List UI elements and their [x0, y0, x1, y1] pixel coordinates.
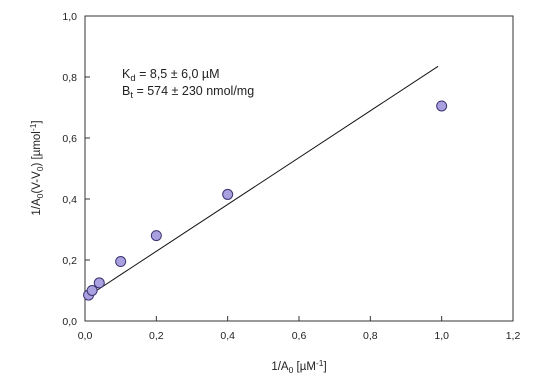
- x-axis-ticks: 0,0 0,2 0,4 0,6 0,8 1,0 1,2: [78, 316, 521, 342]
- y-tick-label: 0,8: [62, 72, 77, 84]
- kd-annotation: Kd = 8,5 ± 6,0 µM: [122, 67, 220, 84]
- x-axis-title: 1/A0 [µM-1]: [271, 358, 326, 375]
- data-point: [150, 230, 162, 242]
- y-tick-label: 0,4: [62, 194, 77, 206]
- bt-annotation: Bt = 574 ± 230 nmol/mg: [122, 84, 254, 101]
- x-tick-label: 0,6: [292, 330, 307, 342]
- y-axis-title: 1/A0(V-V0) [µmol-1]: [28, 120, 45, 215]
- regression-line: [84, 65, 439, 299]
- x-tick-label: 0,0: [78, 330, 93, 342]
- x-tick-label: 0,4: [220, 330, 235, 342]
- x-tick-label: 1,2: [506, 330, 521, 342]
- x-tick-label: 0,8: [363, 330, 378, 342]
- y-axis-ticks: 0,0 0,2 0,4 0,6 0,8 1,0: [62, 11, 90, 328]
- data-point: [115, 256, 127, 268]
- x-tick-label: 1,0: [434, 330, 449, 342]
- y-tick-label: 0,2: [62, 255, 77, 267]
- data-point: [93, 277, 105, 289]
- data-points: [83, 100, 448, 301]
- data-point: [436, 100, 448, 112]
- data-point: [222, 188, 234, 200]
- data-point: [86, 285, 98, 296]
- x-tick-label: 0,2: [149, 330, 164, 342]
- plot-frame: [84, 15, 514, 322]
- y-tick-label: 0,6: [62, 133, 77, 145]
- y-tick-label: 0,0: [62, 316, 77, 328]
- y-tick-label: 1,0: [62, 11, 77, 23]
